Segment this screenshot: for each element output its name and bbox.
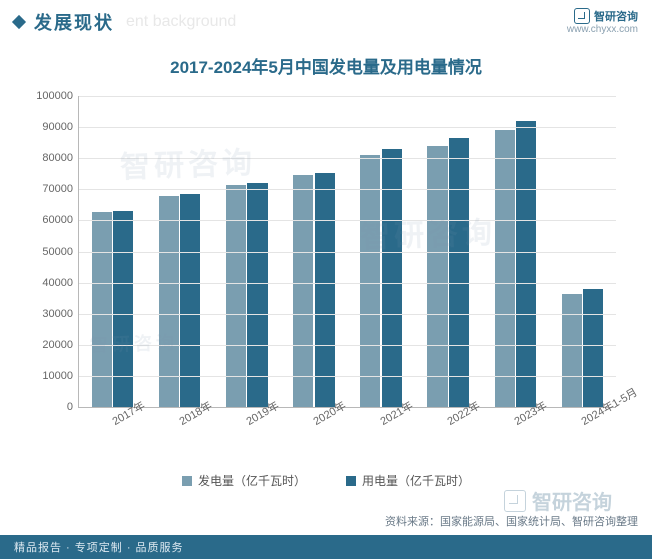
plot-area: 0100002000030000400005000060000700008000…: [78, 96, 616, 408]
bar: [382, 149, 402, 407]
grid-line: [79, 252, 616, 253]
grid-line: [79, 220, 616, 221]
legend-swatch-icon: [182, 476, 192, 486]
bar: [516, 121, 536, 407]
source-line: 资料来源：国家能源局、国家统计局、智研咨询整理: [385, 513, 638, 529]
bar: [247, 183, 267, 407]
bar: [427, 146, 447, 407]
bar: [92, 212, 112, 407]
bar: [495, 130, 515, 407]
chart-title: 2017-2024年5月中国发电量及用电量情况: [0, 53, 652, 78]
footer-bar: 精品报告 · 专项定制 · 品质服务: [0, 535, 652, 559]
y-tick-label: 80000: [42, 152, 79, 164]
bar: [293, 175, 313, 407]
y-tick-label: 30000: [42, 308, 79, 320]
grid-line: [79, 158, 616, 159]
header-left: 发展现状 ent background: [14, 9, 236, 35]
legend-label: 发电量（亿千瓦时）: [198, 472, 306, 489]
grid-line: [79, 345, 616, 346]
bar: [562, 294, 582, 408]
grid-line: [79, 127, 616, 128]
watermark-brand-text: 智研咨询: [532, 486, 612, 515]
grid-line: [79, 96, 616, 97]
grid-line: [79, 314, 616, 315]
bar: [360, 155, 380, 407]
header: 发展现状 ent background 智研咨询 www.chyxx.com: [0, 0, 652, 39]
bar: [226, 185, 246, 407]
source-text: 国家能源局、国家统计局、智研咨询整理: [440, 516, 638, 528]
brand-url: www.chyxx.com: [567, 24, 638, 35]
grid-line: [79, 283, 616, 284]
y-tick-label: 50000: [42, 246, 79, 258]
bar: [113, 211, 133, 407]
y-tick-label: 90000: [42, 121, 79, 133]
brand-logo-icon: [504, 490, 526, 512]
y-tick-label: 10000: [42, 370, 79, 382]
footer-text: 精品报告 · 专项定制 · 品质服务: [14, 539, 184, 555]
brand-block: 智研咨询 www.chyxx.com: [567, 8, 638, 35]
diamond-icon: [12, 14, 26, 28]
bar: [315, 173, 335, 407]
bar: [449, 138, 469, 407]
y-tick-label: 20000: [42, 339, 79, 351]
grid-line: [79, 189, 616, 190]
legend-swatch-icon: [346, 476, 356, 486]
brand-name: 智研咨询: [594, 8, 638, 24]
header-title: 发展现状: [34, 9, 114, 35]
watermark-brand: 智研咨询: [504, 486, 612, 515]
y-tick-label: 60000: [42, 214, 79, 226]
y-tick-label: 40000: [42, 277, 79, 289]
source-label: 资料来源：: [385, 516, 440, 528]
legend-item: 用电量（亿千瓦时）: [346, 472, 470, 489]
y-tick-label: 70000: [42, 183, 79, 195]
header-ghost: ent background: [126, 13, 236, 31]
chart: 0 10000 20000 30000 40000 50000 60000 70000 8000…: [16, 88, 636, 468]
bar: [583, 289, 603, 407]
y-tick-label: 0: [67, 401, 79, 413]
grid-line: [79, 376, 616, 377]
legend: 发电量（亿千瓦时） 用电量（亿千瓦时）: [0, 472, 652, 489]
brand-logo-icon: [574, 8, 590, 24]
legend-label: 用电量（亿千瓦时）: [362, 472, 470, 489]
legend-item: 发电量（亿千瓦时）: [182, 472, 306, 489]
y-tick-label: 100000: [36, 90, 79, 102]
